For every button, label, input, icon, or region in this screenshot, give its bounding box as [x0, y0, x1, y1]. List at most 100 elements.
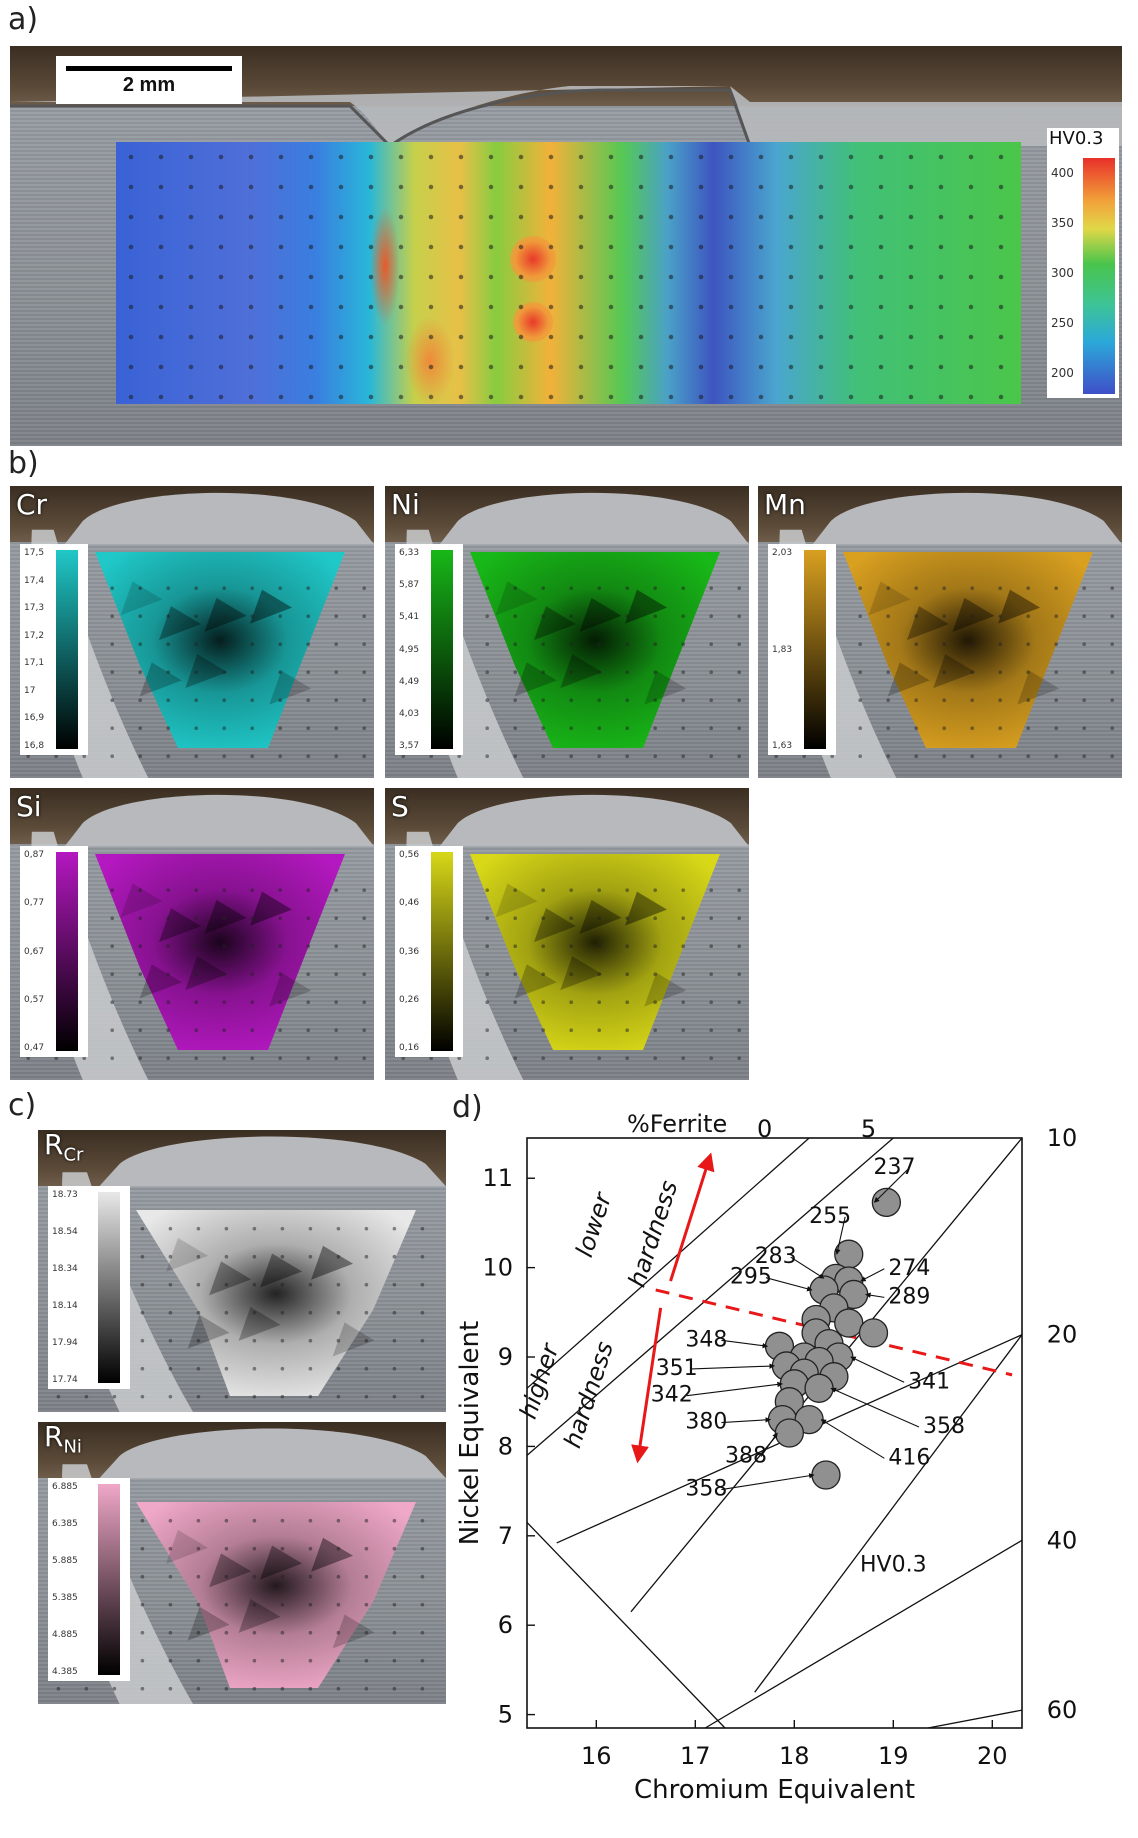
point-label-leader [835, 1216, 846, 1255]
map-legend-bar [98, 1192, 120, 1384]
phase-boundary-line [526, 1521, 726, 1729]
hardness-divider-line [655, 1288, 1013, 1377]
panel-c-label: c) [8, 1088, 37, 1123]
map-legend-tick: 0,57 [24, 994, 45, 1005]
point-label: 255 [809, 1204, 851, 1229]
point-label-leader [760, 1432, 778, 1457]
ratio-map-label-sub: Ni [63, 1436, 82, 1458]
hardness-map-panel: 2 mm HV0.3 400 350 300 250 200 [10, 46, 1122, 446]
map-legend: 0,56 0,46 0,36 0,26 0,16 [395, 846, 463, 1057]
element-map-label: Ni [391, 488, 420, 521]
map-legend-tick: 4,49 [399, 676, 420, 687]
hardness-legend-tick: 350 [1051, 216, 1074, 230]
map-legend-tick: 17,5 [24, 548, 45, 559]
map-legend-tick: 3,57 [399, 740, 420, 751]
point-label-leader [865, 1292, 885, 1298]
map-legend-tick: 1,63 [772, 740, 793, 751]
ratio-map-label: RCr [44, 1130, 83, 1166]
map-legend-tick: 18.73 [52, 1190, 78, 1201]
y-axis-label: Nickel Equivalent [455, 1321, 485, 1545]
map-legend-bar [56, 550, 78, 749]
point-label-leader [691, 1363, 775, 1370]
map-legend-tick: 5,87 [399, 580, 420, 591]
hardness-legend-bar [1083, 158, 1115, 394]
map-legend-tick: 17.94 [52, 1338, 78, 1349]
hardness-legend: HV0.3 400 350 300 250 200 [1047, 128, 1119, 398]
map-legend-tick: 17,4 [24, 575, 45, 586]
map-legend-tick: 0,47 [24, 1042, 45, 1053]
hardness-region-label: hardness [558, 1338, 619, 1451]
map-legend-tick: 2,03 [772, 548, 793, 559]
map-legend-tick: 17.74 [52, 1375, 78, 1386]
map-legend-bar [56, 852, 78, 1051]
point-label: 289 [888, 1284, 930, 1309]
map-legend-tick: 1,83 [772, 644, 793, 655]
point-label: 380 [685, 1410, 727, 1435]
map-legend-tick: 16,8 [24, 740, 45, 751]
map-legend-tick: 0,36 [399, 946, 420, 957]
y-tick-label: 5 [498, 1701, 513, 1729]
data-point [871, 1187, 902, 1218]
ferrite-line-label: 60 [1047, 1696, 1078, 1724]
map-legend-tick: 6.385 [52, 1519, 78, 1530]
map-legend-tick: 5.885 [52, 1556, 78, 1567]
map-legend-bar [431, 852, 453, 1051]
data-point [811, 1460, 841, 1490]
element-map-ni: 6,33 5,87 5,41 4,95 4,49 4,03 3,57 Ni [385, 486, 749, 778]
point-label-leader [721, 1473, 815, 1491]
map-legend-tick: 5,41 [399, 612, 420, 623]
data-point [804, 1373, 834, 1403]
point-label: 358 [923, 1414, 965, 1439]
map-legend-tick: 5.385 [52, 1593, 78, 1604]
weld-outline [10, 86, 1122, 148]
point-label-leader [820, 1419, 885, 1459]
point-label: 358 [685, 1477, 727, 1502]
y-tick-label: 11 [482, 1164, 513, 1192]
ferrite-line [927, 1709, 1023, 1729]
ratio-map-cr: 18.73 18.54 18.34 18.14 17.94 17.74 RCr [38, 1130, 446, 1412]
data-point [774, 1418, 805, 1448]
ferrite-line-label: 10 [1047, 1124, 1078, 1152]
map-legend-tick: 0,77 [24, 898, 45, 909]
map-legend-tick: 0,87 [24, 850, 45, 861]
x-tick-label: 16 [581, 1742, 612, 1770]
ferrite-line [526, 1137, 894, 1456]
element-map-cr: 17,5 17,4 17,3 17,2 17,1 17 16,9 16,8 Cr [10, 486, 374, 778]
map-legend: 6,33 5,87 5,41 4,95 4,49 4,03 3,57 [395, 544, 463, 755]
map-legend-tick: 17,1 [24, 658, 45, 669]
ratio-map-label-main: R [44, 1422, 64, 1453]
map-legend-tick: 17,2 [24, 630, 45, 641]
point-label: 351 [656, 1356, 698, 1381]
point-label: 342 [651, 1383, 693, 1408]
ferrite-line-label: 0 [757, 1115, 772, 1143]
element-map-s: 0,56 0,46 0,36 0,26 0,16 S [385, 788, 749, 1080]
panel-a-label: a) [8, 2, 39, 37]
map-legend-tick: 4,03 [399, 708, 420, 719]
data-point [834, 1308, 864, 1338]
map-legend: 6.885 6.385 5.885 5.385 4.885 4.385 [48, 1478, 130, 1682]
hardness-region-label: higher [514, 1338, 565, 1422]
point-label-leader [721, 1339, 768, 1349]
element-map-mn: 2,03 1,83 1,63 Mn [758, 486, 1122, 778]
map-legend-tick: 0,46 [399, 898, 420, 909]
plot-frame [526, 1137, 1023, 1729]
hardness-annotation: HV0.3 [860, 1553, 927, 1578]
hardness-legend-title: HV0.3 [1049, 128, 1104, 149]
point-label: 416 [888, 1445, 930, 1470]
y-tick-label: 6 [498, 1611, 513, 1639]
element-map-label: Cr [16, 488, 48, 521]
map-legend-tick: 17,3 [24, 603, 45, 614]
y-tick-label: 10 [482, 1254, 513, 1282]
map-legend-tick: 18.14 [52, 1301, 78, 1312]
point-label: 295 [730, 1265, 772, 1290]
ratio-map-label: RNi [44, 1422, 82, 1458]
point-label: 283 [755, 1244, 797, 1269]
y-tick-label: 8 [498, 1432, 513, 1460]
map-legend-tick: 17 [24, 685, 36, 696]
hardness-legend-tick: 400 [1051, 166, 1074, 180]
schaeffler-diagram: 16 17 18 19 20 5 6 7 8 9 10 11 Chromium Equivalent Ni… [455, 1110, 1078, 1805]
element-map-label: S [391, 790, 409, 823]
ferrite-line-label: 40 [1047, 1526, 1078, 1554]
point-label: 274 [888, 1256, 930, 1281]
y-tick-label: 7 [498, 1522, 513, 1550]
